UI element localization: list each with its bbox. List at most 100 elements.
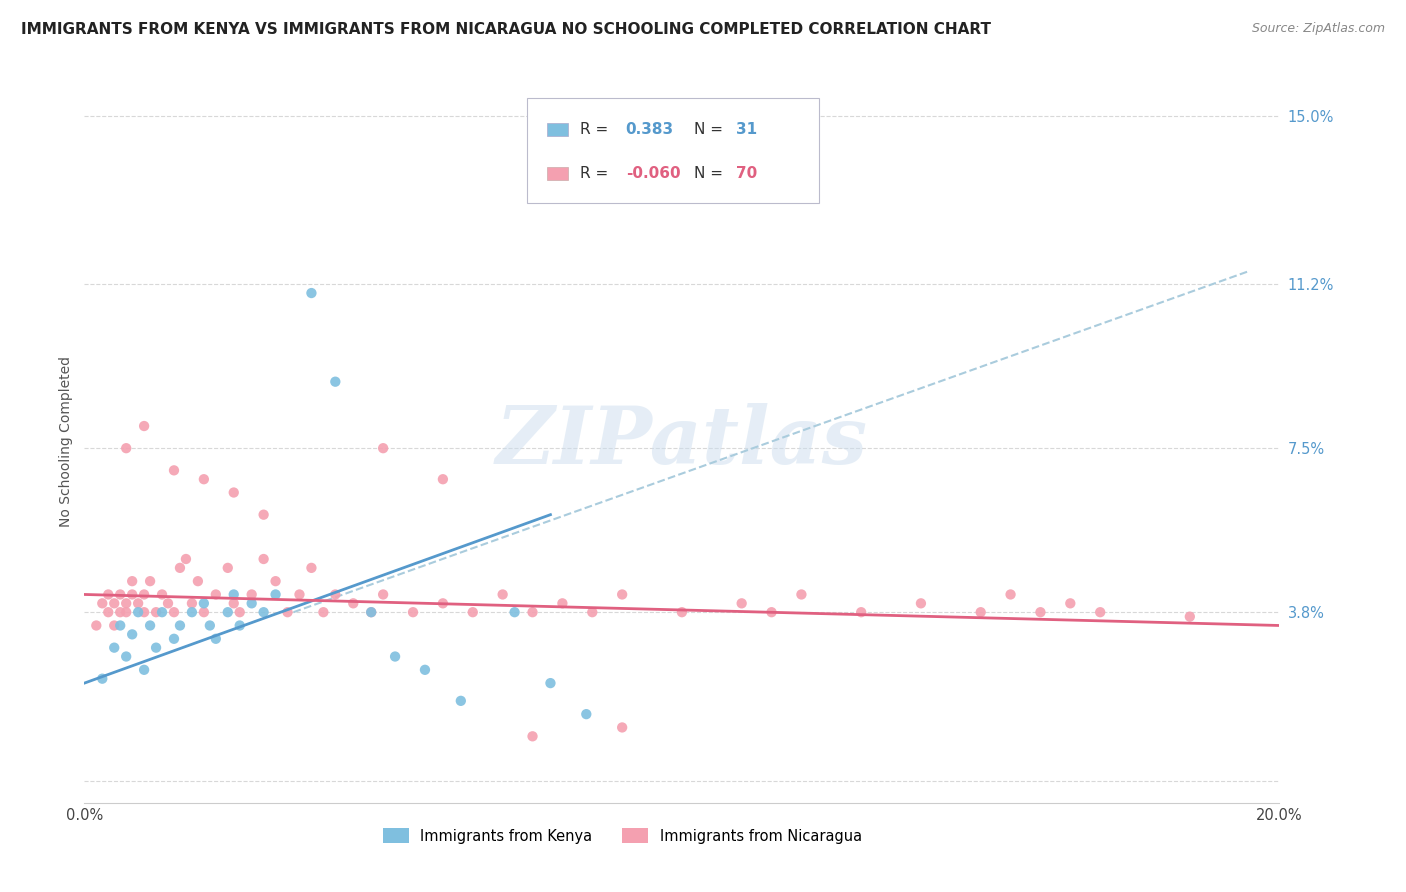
Text: N =: N = bbox=[695, 166, 723, 181]
Point bbox=[115, 596, 138, 610]
Point bbox=[253, 605, 276, 619]
Point bbox=[121, 627, 143, 641]
Point bbox=[277, 605, 299, 619]
Point bbox=[851, 605, 873, 619]
Point bbox=[264, 587, 287, 601]
Point bbox=[217, 605, 239, 619]
Point bbox=[264, 574, 287, 589]
Point bbox=[612, 587, 634, 601]
Point bbox=[253, 508, 276, 522]
Point bbox=[174, 552, 197, 566]
Point bbox=[157, 596, 180, 610]
Point bbox=[181, 596, 204, 610]
Point bbox=[139, 574, 162, 589]
Point bbox=[127, 596, 149, 610]
Point bbox=[522, 605, 544, 619]
Point bbox=[540, 676, 562, 690]
Point bbox=[163, 632, 186, 646]
FancyBboxPatch shape bbox=[527, 98, 820, 203]
Text: -0.060: -0.060 bbox=[626, 166, 681, 181]
Point bbox=[373, 587, 395, 601]
Point bbox=[312, 605, 335, 619]
Point bbox=[97, 587, 120, 601]
Point bbox=[503, 605, 526, 619]
Point bbox=[115, 441, 138, 455]
Point bbox=[97, 605, 120, 619]
Text: 31: 31 bbox=[735, 122, 756, 136]
Point bbox=[145, 640, 167, 655]
Point bbox=[325, 375, 347, 389]
Point bbox=[198, 618, 221, 632]
Point bbox=[110, 618, 132, 632]
Point bbox=[91, 672, 114, 686]
Point bbox=[145, 605, 167, 619]
Point bbox=[522, 729, 544, 743]
Point bbox=[1090, 605, 1112, 619]
Point bbox=[432, 596, 454, 610]
Text: R =: R = bbox=[581, 166, 609, 181]
Point bbox=[103, 596, 125, 610]
Point bbox=[1029, 605, 1052, 619]
Point bbox=[228, 618, 252, 632]
Point bbox=[288, 587, 311, 601]
Point bbox=[91, 596, 114, 610]
Point bbox=[384, 649, 406, 664]
Point bbox=[127, 605, 149, 619]
Text: N =: N = bbox=[695, 122, 723, 136]
FancyBboxPatch shape bbox=[547, 167, 568, 179]
Point bbox=[360, 605, 382, 619]
Point bbox=[193, 605, 215, 619]
Point bbox=[450, 694, 472, 708]
Point bbox=[301, 286, 323, 301]
Point bbox=[581, 605, 603, 619]
Text: IMMIGRANTS FROM KENYA VS IMMIGRANTS FROM NICARAGUA NO SCHOOLING COMPLETED CORREL: IMMIGRANTS FROM KENYA VS IMMIGRANTS FROM… bbox=[21, 22, 991, 37]
Point bbox=[150, 587, 173, 601]
Point bbox=[402, 605, 425, 619]
Text: 70: 70 bbox=[735, 166, 756, 181]
Text: 0.383: 0.383 bbox=[626, 122, 673, 136]
Point bbox=[163, 605, 186, 619]
Point bbox=[121, 587, 143, 601]
Point bbox=[187, 574, 209, 589]
Point bbox=[551, 596, 574, 610]
Point bbox=[205, 632, 228, 646]
Point bbox=[228, 605, 252, 619]
Point bbox=[103, 618, 125, 632]
Point bbox=[492, 587, 515, 601]
Text: R =: R = bbox=[581, 122, 609, 136]
Text: Source: ZipAtlas.com: Source: ZipAtlas.com bbox=[1251, 22, 1385, 36]
FancyBboxPatch shape bbox=[547, 123, 568, 136]
Point bbox=[432, 472, 454, 486]
Point bbox=[86, 618, 108, 632]
Point bbox=[240, 596, 263, 610]
Point bbox=[222, 485, 245, 500]
Point bbox=[193, 596, 215, 610]
Point bbox=[132, 605, 156, 619]
Point bbox=[169, 561, 191, 575]
Point bbox=[342, 596, 364, 610]
Point bbox=[193, 472, 215, 486]
Point bbox=[121, 574, 143, 589]
Point bbox=[181, 605, 204, 619]
Point bbox=[217, 561, 239, 575]
Point bbox=[575, 707, 598, 722]
Point bbox=[132, 663, 156, 677]
Point bbox=[761, 605, 783, 619]
Point bbox=[373, 441, 395, 455]
Point bbox=[139, 618, 162, 632]
Point bbox=[970, 605, 993, 619]
Legend: Immigrants from Kenya, Immigrants from Nicaragua: Immigrants from Kenya, Immigrants from N… bbox=[377, 822, 868, 850]
Y-axis label: No Schooling Completed: No Schooling Completed bbox=[59, 356, 73, 527]
Point bbox=[132, 419, 156, 434]
Point bbox=[103, 640, 125, 655]
Point bbox=[461, 605, 484, 619]
Point bbox=[790, 587, 813, 601]
Point bbox=[169, 618, 191, 632]
Point bbox=[222, 587, 245, 601]
Point bbox=[1178, 609, 1201, 624]
Point bbox=[413, 663, 436, 677]
Point bbox=[110, 587, 132, 601]
Point bbox=[253, 552, 276, 566]
Point bbox=[240, 587, 263, 601]
Point bbox=[110, 605, 132, 619]
